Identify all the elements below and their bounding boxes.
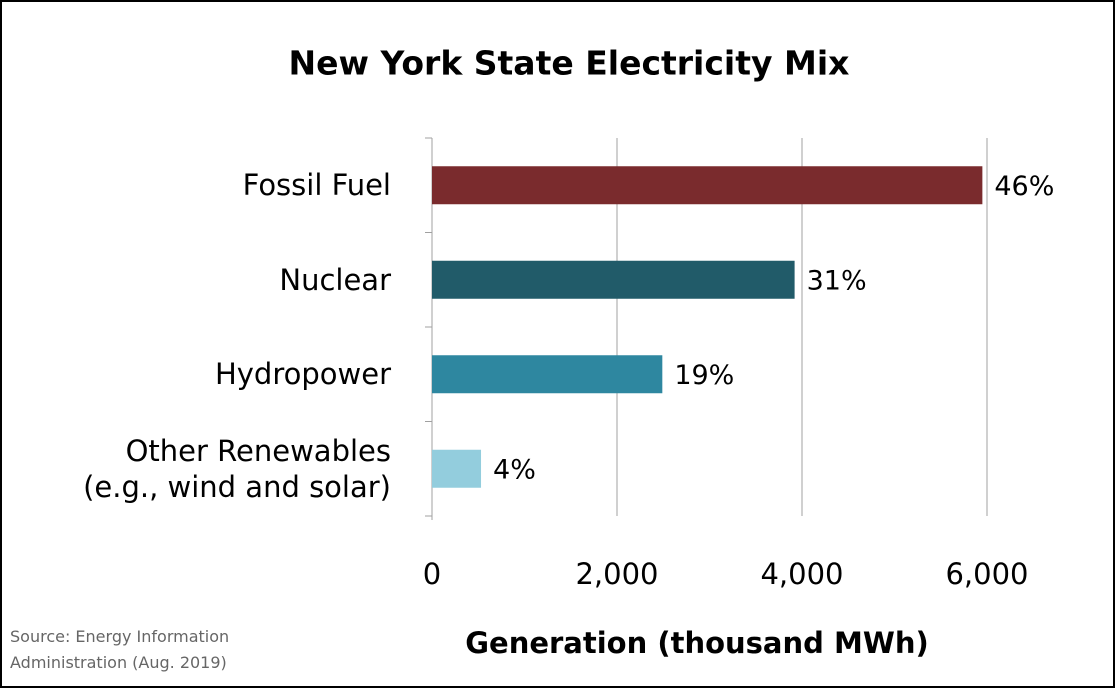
bar <box>432 260 795 299</box>
data-label: 46% <box>994 171 1054 202</box>
x-tick-label: 6,000 <box>945 557 1028 591</box>
y-tick-label: Fossil Fuel <box>242 168 391 203</box>
data-label: 19% <box>674 360 734 391</box>
x-tick-label: 0 <box>423 557 441 591</box>
source-note: Source: Energy Information Administratio… <box>10 627 230 672</box>
x-axis-label: Generation (thousand MWh) <box>465 626 929 660</box>
bar <box>432 449 482 488</box>
y-tick-label: Hydropower <box>214 357 391 392</box>
chart-title: New York State Electricity Mix <box>289 44 850 83</box>
y-tick-label: Other Renewables (e.g., wind and solar) <box>83 433 391 504</box>
data-label: 4% <box>493 454 536 485</box>
x-tick-label: 2,000 <box>575 557 658 591</box>
x-tick-label: 4,000 <box>760 557 843 591</box>
y-tick-label: Nuclear <box>279 262 391 297</box>
data-label: 31% <box>807 265 867 296</box>
bar <box>432 166 983 205</box>
bar <box>432 355 663 394</box>
